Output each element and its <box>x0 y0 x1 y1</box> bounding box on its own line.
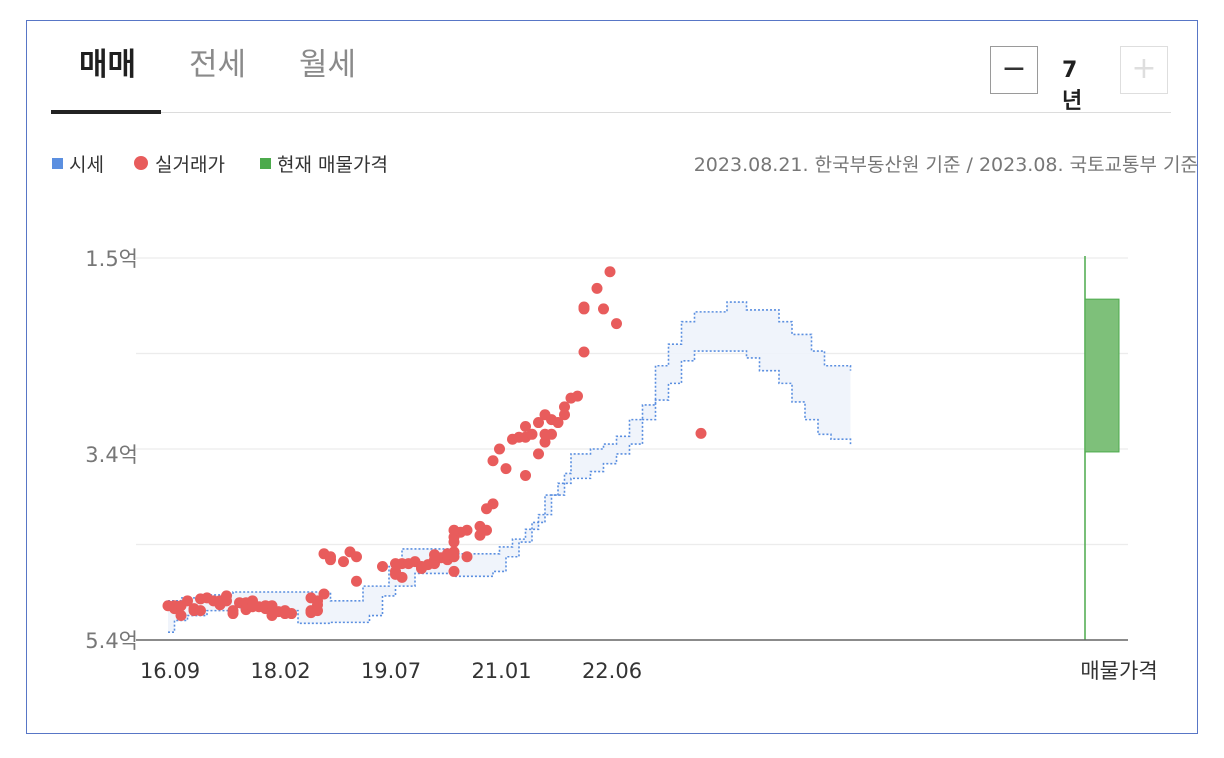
legend-label: 현재 매물가격 <box>277 154 388 176</box>
transaction-point[interactable] <box>487 455 499 467</box>
tab-jeonse[interactable]: 전세 <box>189 47 247 83</box>
transaction-point[interactable] <box>195 605 206 617</box>
transaction-point[interactable] <box>377 561 388 573</box>
transaction-point[interactable] <box>598 303 609 315</box>
transaction-point[interactable] <box>351 551 362 563</box>
y-tick-label: 1.5억 <box>85 247 138 271</box>
data-source-note: 2023.08.21. 한국부동산원 기준 / 2023.08. 국토교통부 기… <box>693 154 1198 176</box>
active-tab-indicator <box>51 110 161 114</box>
x-tick-label: 16.09 <box>140 659 200 683</box>
circle-marker-icon <box>134 156 148 170</box>
x-tick-label: 19.07 <box>361 659 421 683</box>
legend-label: 시세 <box>69 154 104 176</box>
transaction-point[interactable] <box>539 436 551 448</box>
transaction-point[interactable] <box>461 551 473 563</box>
transaction-point[interactable] <box>448 524 460 536</box>
transaction-point[interactable] <box>481 524 492 536</box>
transaction-point[interactable] <box>611 318 622 330</box>
x-tick-label: 21.01 <box>471 659 531 683</box>
transaction-point[interactable] <box>325 554 336 566</box>
transaction-point[interactable] <box>591 282 603 294</box>
transaction-point[interactable] <box>520 469 531 481</box>
tab-monthly-rent[interactable]: 월세 <box>299 47 357 83</box>
transaction-point[interactable] <box>461 524 473 536</box>
square-marker-icon <box>52 158 63 169</box>
square-marker-icon <box>260 158 271 169</box>
listing-axis-label: 매물가격 <box>1080 659 1157 683</box>
transaction-point[interactable] <box>572 390 583 402</box>
transaction-point[interactable] <box>552 417 564 429</box>
price-band-lower-line <box>168 350 852 633</box>
transaction-point[interactable] <box>338 556 349 568</box>
transaction-point[interactable] <box>448 565 460 577</box>
transaction-point[interactable] <box>604 266 616 278</box>
transaction-point[interactable] <box>221 590 232 602</box>
y-tick-label: 3.4억 <box>85 443 138 467</box>
zoom-out-button[interactable]: − <box>990 46 1038 94</box>
transaction-point[interactable] <box>286 608 297 620</box>
transaction-point[interactable] <box>448 546 460 558</box>
transaction-point[interactable] <box>494 443 505 455</box>
transaction-point[interactable] <box>312 605 323 617</box>
transaction-point[interactable] <box>520 420 531 432</box>
transaction-point[interactable] <box>559 401 570 413</box>
period-value: 7년 <box>1062 58 1083 114</box>
zoom-in-button[interactable]: + <box>1120 46 1168 94</box>
transaction-point[interactable] <box>500 463 512 475</box>
price-chart-panel <box>26 20 1198 734</box>
transaction-point[interactable] <box>487 498 499 510</box>
transaction-point[interactable] <box>533 448 544 460</box>
price-band-upper-line <box>168 301 852 602</box>
listing-price-bar[interactable] <box>1084 298 1120 453</box>
transaction-point[interactable] <box>175 610 187 622</box>
transaction-point[interactable] <box>559 409 570 421</box>
x-tick-label: 18.02 <box>250 659 310 683</box>
transaction-point[interactable] <box>695 427 707 439</box>
x-tick-label: 22.06 <box>582 659 642 683</box>
deal-type-tabs: 매매 전세 월세 <box>51 47 1171 114</box>
transaction-point[interactable] <box>351 575 362 587</box>
transaction-point[interactable] <box>578 346 590 358</box>
tab-sale[interactable]: 매매 <box>79 47 137 83</box>
transaction-point[interactable] <box>182 595 193 607</box>
transaction-point[interactable] <box>578 301 590 313</box>
transaction-point[interactable] <box>526 428 538 440</box>
y-tick-label: 5.4억 <box>85 629 138 653</box>
transaction-point[interactable] <box>396 571 408 583</box>
transaction-point[interactable] <box>227 608 239 620</box>
transaction-point[interactable] <box>318 588 330 600</box>
transaction-point[interactable] <box>533 417 544 429</box>
legend-label: 실거래가 <box>155 154 225 176</box>
transaction-point[interactable] <box>546 428 557 440</box>
